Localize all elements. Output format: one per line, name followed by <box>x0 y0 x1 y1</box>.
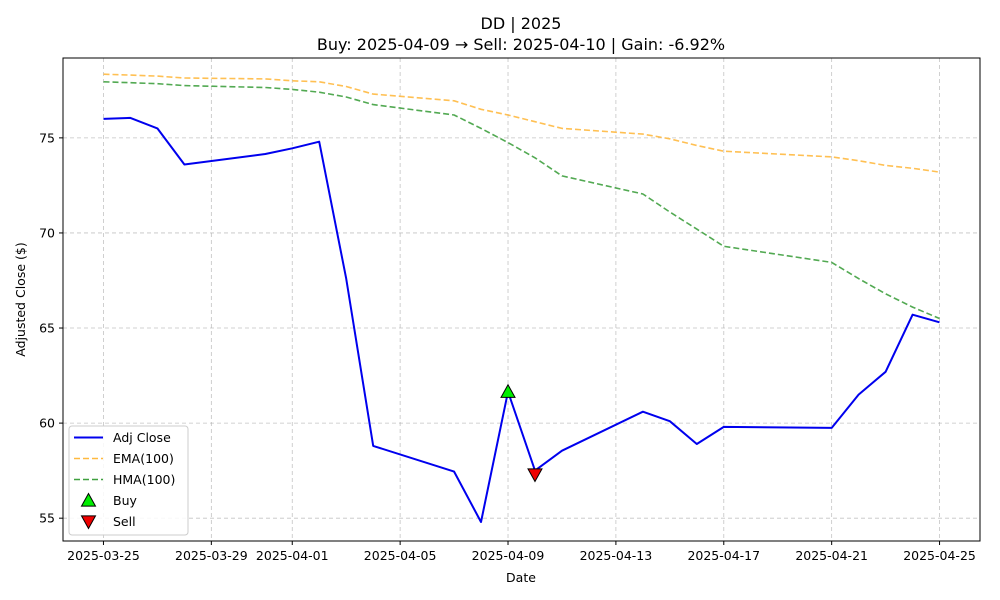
y-axis-label: Adjusted Close ($) <box>13 242 28 356</box>
x-tick-label: 2025-04-13 <box>580 548 653 563</box>
legend-label: HMA(100) <box>113 472 175 487</box>
x-tick-label: 2025-04-17 <box>687 548 760 563</box>
x-axis-ticks: 2025-03-25 2025-03-29 2025-04-01 2025-04-05… <box>67 541 976 563</box>
y-tick-label: 60 <box>39 416 55 431</box>
y-tick-label: 75 <box>39 130 55 145</box>
x-tick-label: 2025-03-25 <box>67 548 140 563</box>
series-line-ema-100 <box>104 74 940 172</box>
x-tick-label: 2025-04-01 <box>256 548 329 563</box>
legend-label: Buy <box>113 493 137 508</box>
sell-marker <box>528 469 542 482</box>
grid <box>63 58 980 541</box>
x-tick-label: 2025-04-25 <box>903 548 976 563</box>
buy-marker <box>501 385 515 398</box>
plot-frame <box>63 58 980 541</box>
y-axis-ticks: 55 60 65 70 75 <box>39 130 63 525</box>
chart-title-line2: Buy: 2025-04-09 → Sell: 2025-04-10 | Gai… <box>317 35 725 54</box>
x-axis-label: Date <box>506 570 536 585</box>
legend-label: EMA(100) <box>113 451 174 466</box>
legend: Adj Close EMA(100) HMA(100) Buy Sell <box>69 426 188 535</box>
chart-title-line1: DD | 2025 <box>481 14 562 33</box>
y-tick-label: 70 <box>39 225 55 240</box>
legend-label: Sell <box>113 514 136 529</box>
x-tick-label: 2025-04-09 <box>472 548 545 563</box>
x-tick-label: 2025-03-29 <box>175 548 248 563</box>
series-lines <box>104 74 940 522</box>
series-line-adj-close <box>104 118 940 522</box>
x-tick-label: 2025-04-05 <box>364 548 437 563</box>
y-tick-label: 55 <box>39 511 55 526</box>
x-tick-label: 2025-04-21 <box>795 548 868 563</box>
legend-label: Adj Close <box>113 430 171 445</box>
y-tick-label: 65 <box>39 321 55 336</box>
series-line-hma-100 <box>104 82 940 319</box>
